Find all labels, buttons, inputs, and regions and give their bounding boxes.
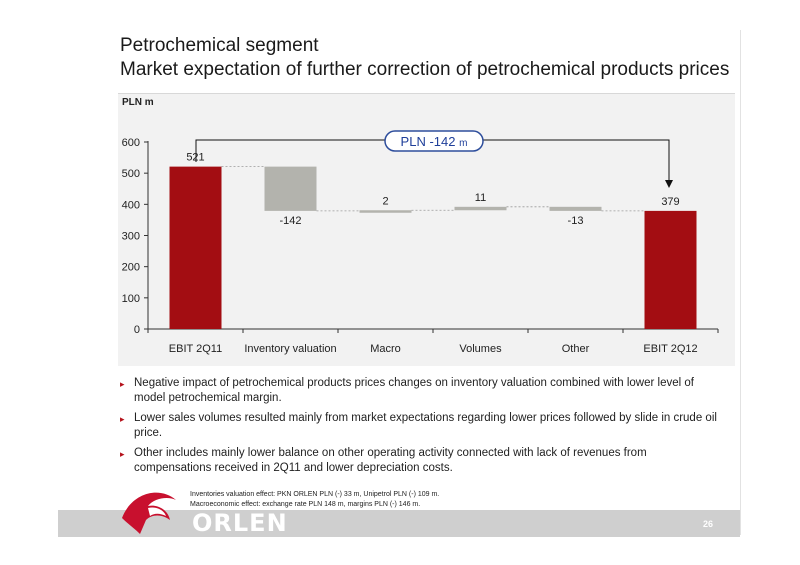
callout-box [384,130,484,152]
bullet-arrow-icon: ▸ [120,414,125,424]
footnote-macro: Macroeconomic effect: exchange rate PLN … [190,501,421,508]
data-label: 11 [475,192,486,204]
x-category-label: EBIT 2Q12 [643,343,697,355]
orlen-eagle-icon [122,492,176,534]
slide-title: Petrochemical segment Market expectation… [120,34,729,82]
bullet-text: Negative impact of petrochemical product… [134,377,694,404]
right-divider [740,30,741,535]
y-tick-label: 400 [122,199,140,211]
slide-title-line2: Market expectation of further correction… [120,59,730,80]
bullet-text: Lower sales volumes resulted mainly from… [134,412,717,439]
data-label: -13 [568,215,584,227]
x-category-label: EBIT 2Q11 [169,343,222,355]
footnotes: Inventories valuation effect: PKN ORLEN … [190,490,439,510]
chart-panel-topline [118,93,735,94]
bullet-item: ▸ Negative impact of petrochemical produc… [120,376,720,406]
x-category-label: Macro [370,343,401,355]
bullet-arrow-icon: ▸ [120,449,125,459]
y-tick-label: 200 [122,262,140,274]
orlen-logo-text: ORLEN [192,509,288,537]
y-tick-label: 500 [122,168,140,180]
y-tick-label: 0 [134,324,140,336]
bar-other [549,206,602,211]
bullet-arrow-icon: ▸ [120,379,125,389]
bar-ebit-2q11 [169,166,222,329]
bar-macro [359,210,412,213]
bullet-list: ▸ Negative impact of petrochemical produc… [120,376,720,481]
callout-unit: m [459,138,467,149]
y-tick-label: 300 [122,231,140,243]
data-label: 379 [661,196,679,208]
bullet-text: Other includes mainly lower balance on o… [134,447,647,474]
bullet-item: ▸ Lower sales volumes resulted mainly fro… [120,411,720,441]
page-number: 26 [703,519,714,529]
callout-value: PLN -142 [401,134,456,149]
x-category-label: Other [562,343,590,355]
data-label: -142 [279,215,301,227]
unit-label: PLN m [122,97,154,108]
footnote-inventories: Inventories valuation effect: PKN ORLEN … [190,491,440,498]
x-category-label: Volumes [459,343,502,355]
bar-ebit-2q12 [644,210,697,329]
y-tick-label: 100 [122,293,140,305]
bullet-item: ▸ Other includes mainly lower balance on … [120,446,720,476]
bar-volumes [454,206,507,211]
footer-bar [58,510,740,537]
slide-title-line1: Petrochemical segment [120,35,319,56]
callout-group: PLN -142 m [195,130,673,188]
y-tick-label: 600 [122,137,140,149]
x-category-label: Inventory valuation [244,343,336,355]
callout-label: PLN -142 m [401,134,468,149]
data-label: 2 [382,195,388,207]
bar-inventory-valuation [264,166,317,211]
